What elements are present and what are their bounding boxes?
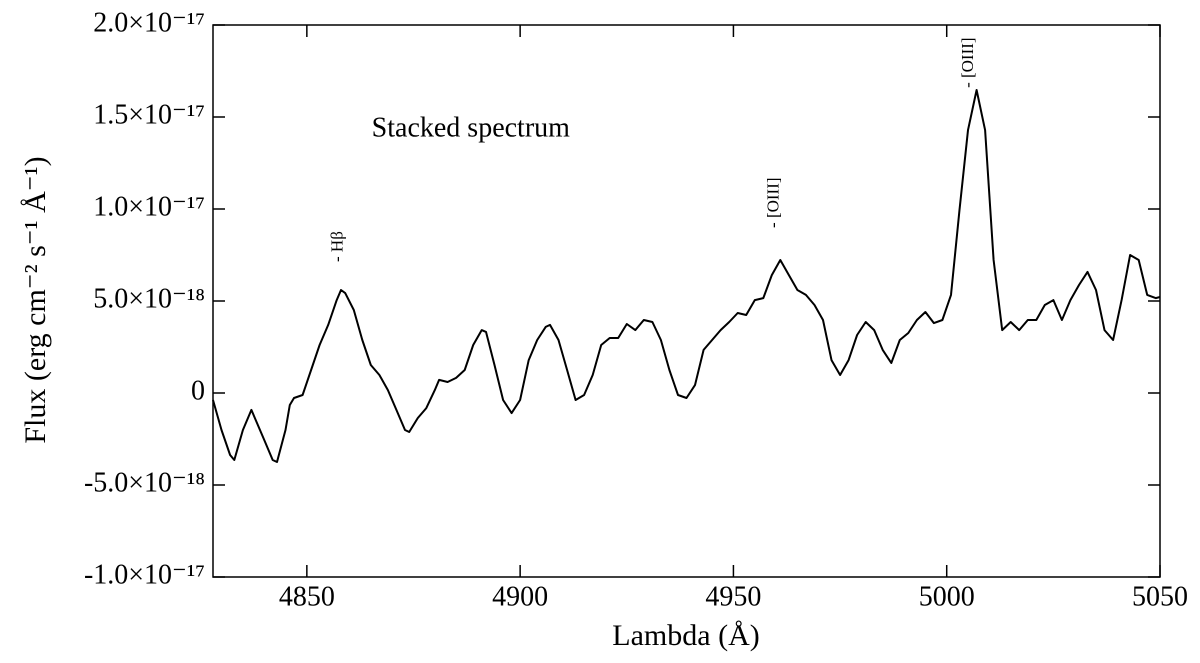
x-tick-label: 5050 — [1132, 581, 1188, 612]
x-tick-label: 5000 — [919, 581, 975, 612]
x-tick-label: 4900 — [492, 581, 548, 612]
annotation: - [OIII] — [763, 177, 782, 228]
x-tick-label: 4950 — [705, 581, 761, 612]
plot-frame — [212, 24, 1161, 578]
x-axis-label: Lambda (Å) — [612, 619, 759, 652]
annotation: - [OIII] — [958, 37, 977, 88]
annotation: Stacked spectrum — [372, 112, 570, 143]
y-tick-label: -1.0×10⁻¹⁷ — [84, 559, 205, 590]
x-tick-label: 4850 — [279, 581, 335, 612]
y-tick-label: 1.0×10⁻¹⁷ — [93, 191, 205, 222]
y-tick-label: 2.0×10⁻¹⁷ — [93, 7, 205, 38]
y-axis-label: Flux (erg cm⁻² s⁻¹ Å⁻¹) — [19, 156, 52, 443]
annotation: - Hβ — [328, 231, 347, 262]
spectrum-line — [212, 89, 1161, 463]
y-tick-label: 5.0×10⁻¹⁸ — [93, 283, 205, 314]
y-tick-label: 0 — [191, 375, 205, 406]
y-tick-label: 1.5×10⁻¹⁷ — [93, 99, 205, 130]
y-tick-label: -5.0×10⁻¹⁸ — [84, 467, 205, 498]
